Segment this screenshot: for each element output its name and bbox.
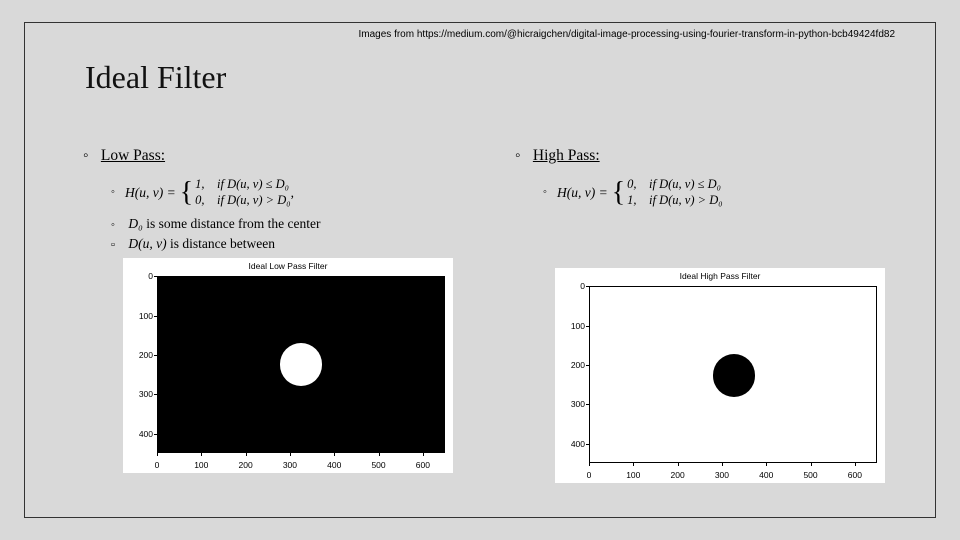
ytick-label: 400 xyxy=(123,429,153,439)
bullet-icon: ▫ xyxy=(111,239,125,251)
lowpass-formula: ◦ H(u, v) = { 1, if D(u, v) ≤ D₀ 0, if D… xyxy=(111,177,493,208)
highpass-chart: Ideal High Pass Filter 0 100 200 300 400 0 100… xyxy=(555,268,885,483)
bullet-icon: ◦ xyxy=(111,219,125,231)
xtick-label: 100 xyxy=(626,470,640,480)
ytick-label: 300 xyxy=(555,399,585,409)
bullet-icon: ◦ xyxy=(543,186,557,199)
brace-icon: { xyxy=(612,179,625,207)
xtick-label: 200 xyxy=(671,470,685,480)
ytick-label: 100 xyxy=(555,321,585,331)
ytick-label: 300 xyxy=(123,389,153,399)
lowpass-note-d0: ◦ D₀ is some distance from the center xyxy=(111,216,493,232)
highpass-heading-text: High Pass: xyxy=(533,147,600,164)
slide-title: Ideal Filter xyxy=(85,59,226,96)
xtick-label: 300 xyxy=(715,470,729,480)
xtick-label: 300 xyxy=(283,460,297,470)
chart-title: Ideal High Pass Filter xyxy=(555,271,885,281)
note-math: D₀ xyxy=(128,216,142,231)
note-math: D(u, v) xyxy=(128,236,166,251)
ytick-label: 400 xyxy=(555,439,585,449)
image-citation: Images from https://medium.com/@hicraigc… xyxy=(25,29,895,40)
note-text: is distance between xyxy=(167,236,275,251)
plot-area xyxy=(157,276,445,453)
ytick-label: 0 xyxy=(123,271,153,281)
xtick-label: 500 xyxy=(371,460,385,470)
bullet-icon: ◦ xyxy=(111,186,125,199)
note-text: is some distance from the center xyxy=(143,216,321,231)
ytick-label: 200 xyxy=(123,350,153,360)
lowpass-case2: 0, if D(u, v) > D₀ xyxy=(195,193,290,209)
highpass-formula: ◦ H(u, v) = { 0, if D(u, v) ≤ D₀ 1, if D… xyxy=(543,177,925,208)
slide-frame: Images from https://medium.com/@hicraigc… xyxy=(24,22,936,518)
xtick-label: 400 xyxy=(759,470,773,480)
highpass-case1: 0, if D(u, v) ≤ D₀ xyxy=(627,177,722,193)
xtick-label: 400 xyxy=(327,460,341,470)
lowpass-column: ◦ Low Pass: ◦ H(u, v) = { 1, if D(u, v) … xyxy=(83,147,493,473)
ytick-label: 100 xyxy=(123,311,153,321)
lowpass-chart: Ideal Low Pass Filter 0 100 200 300 400 0 100 2… xyxy=(123,258,453,473)
highpass-lhs: H(u, v) = xyxy=(557,185,608,200)
ytick-label: 200 xyxy=(555,360,585,370)
xtick-label: 500 xyxy=(803,470,817,480)
lowpass-trail: , xyxy=(291,185,294,201)
highpass-column: ◦ High Pass: ◦ H(u, v) = { 0, if D(u, v)… xyxy=(515,147,925,483)
highpass-heading: ◦ High Pass: xyxy=(515,147,925,165)
xtick-label: 200 xyxy=(239,460,253,470)
filter-circle xyxy=(280,343,323,386)
lowpass-lhs: H(u, v) = xyxy=(125,185,176,200)
filter-circle xyxy=(713,354,756,397)
lowpass-heading: ◦ Low Pass: xyxy=(83,147,493,165)
lowpass-case1: 1, if D(u, v) ≤ D₀ xyxy=(195,177,290,193)
lowpass-note-duv: ▫ D(u, v) is distance between xyxy=(111,236,493,252)
brace-icon: { xyxy=(180,179,193,207)
xtick-label: 600 xyxy=(848,470,862,480)
xtick-label: 600 xyxy=(416,460,430,470)
bullet-icon: ◦ xyxy=(83,147,97,165)
xtick-label: 0 xyxy=(155,460,160,470)
xtick-label: 100 xyxy=(194,460,208,470)
ytick-label: 0 xyxy=(555,281,585,291)
plot-area xyxy=(589,286,877,463)
xtick-label: 0 xyxy=(587,470,592,480)
chart-title: Ideal Low Pass Filter xyxy=(123,261,453,271)
bullet-icon: ◦ xyxy=(515,147,529,165)
highpass-case2: 1, if D(u, v) > D₀ xyxy=(627,193,722,209)
lowpass-heading-text: Low Pass: xyxy=(101,147,165,164)
